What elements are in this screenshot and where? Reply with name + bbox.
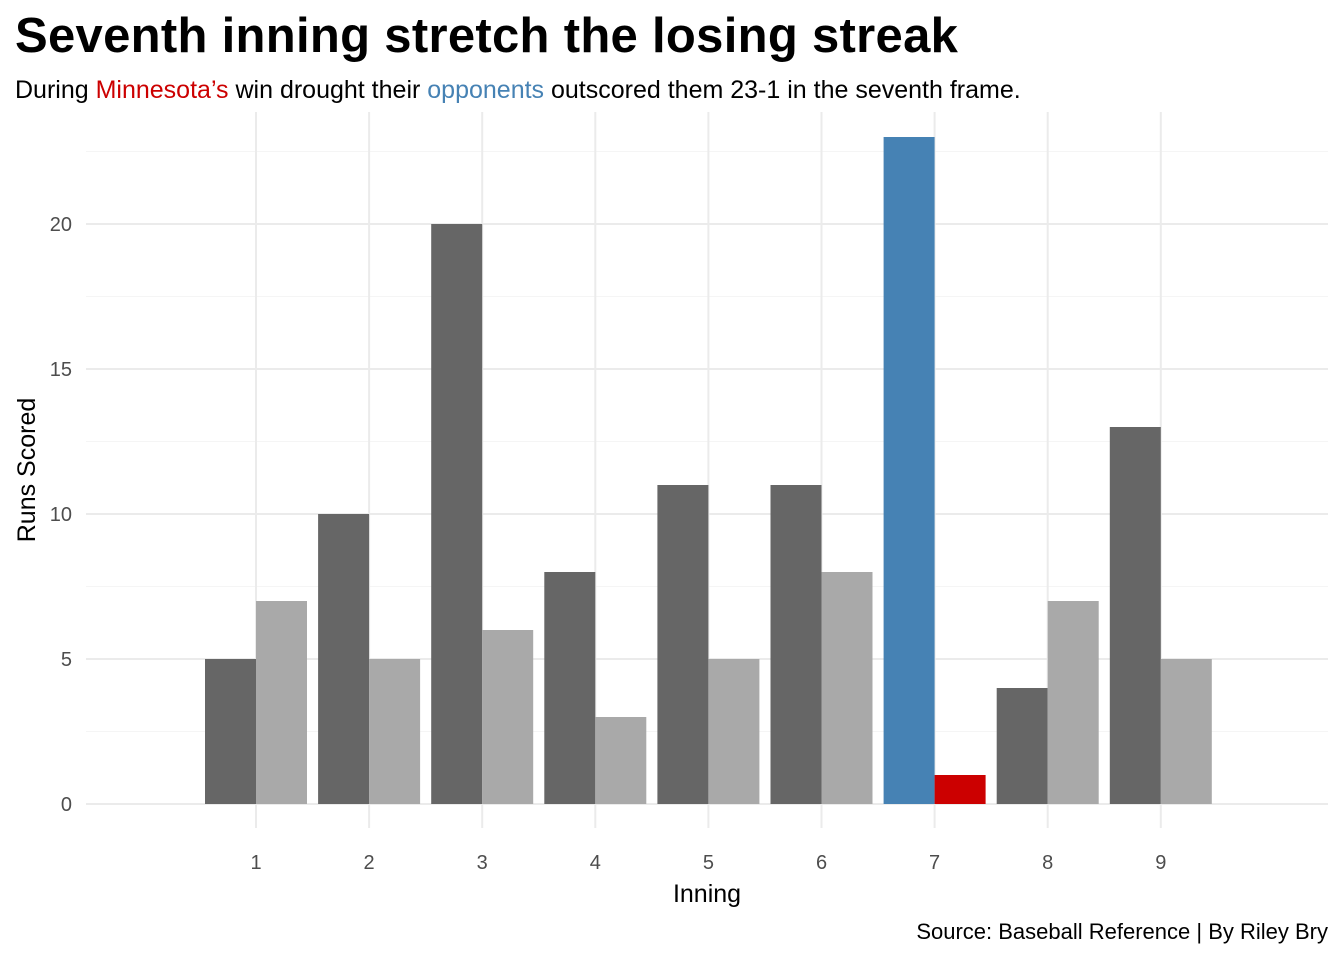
x-tick-label: 6 — [816, 852, 827, 874]
x-tick-label: 1 — [250, 852, 261, 874]
bar-minnesota-inning-9 — [1160, 659, 1212, 804]
y-tick-label: 5 — [61, 649, 72, 671]
bar-minnesota-inning-6 — [821, 572, 873, 804]
bar-opponents-inning-2 — [318, 514, 370, 804]
subtitle-part-2: win drought their — [228, 76, 428, 104]
subtitle-team: Minnesota’s — [95, 76, 229, 104]
bar-opponents-inning-7 — [883, 137, 935, 804]
x-tick-label: 2 — [364, 852, 375, 874]
bar-minnesota-inning-1 — [256, 601, 307, 804]
bar-opponents-inning-4 — [544, 572, 596, 804]
y-tick-label: 10 — [50, 504, 72, 526]
x-tick-label: 5 — [703, 852, 714, 874]
bar-minnesota-inning-8 — [1047, 601, 1099, 804]
bar-minnesota-inning-4 — [595, 717, 647, 804]
x-axis-ticks: 1 2 3 4 5 6 7 8 9 — [250, 852, 1166, 874]
bar-opponents-inning-5 — [657, 485, 709, 804]
chart-title: Seventh inning stretch the losing streak — [15, 9, 959, 63]
subtitle-part-3: outscored them 23-1 in the seventh frame… — [544, 76, 1021, 104]
bar-opponents-inning-9 — [1109, 427, 1161, 804]
subtitle-opponents: opponents — [427, 76, 545, 104]
bar-opponents-inning-6 — [770, 485, 822, 804]
subtitle-part-1: During — [15, 76, 96, 104]
bar-minnesota-inning-2 — [369, 659, 421, 804]
bar-minnesota-inning-3 — [482, 630, 534, 804]
y-tick-label: 20 — [50, 214, 72, 236]
bars — [205, 137, 1212, 804]
bar-opponents-inning-3 — [431, 224, 483, 804]
x-tick-label: 8 — [1042, 852, 1053, 874]
y-tick-label: 0 — [61, 794, 72, 816]
x-tick-label: 7 — [929, 852, 940, 874]
bar-minnesota-inning-7 — [934, 775, 986, 804]
x-tick-label: 9 — [1155, 852, 1166, 874]
y-tick-label: 15 — [50, 359, 72, 381]
chart-caption: Source: Baseball Reference | By Riley Br… — [916, 919, 1328, 944]
chart-subtitle: During Minnesota’s win drought their opp… — [15, 76, 1021, 105]
x-axis-title: Inning — [673, 880, 741, 908]
x-tick-label: 4 — [590, 852, 601, 874]
bar-opponents-inning-8 — [996, 688, 1048, 804]
bar-minnesota-inning-5 — [708, 659, 760, 804]
x-tick-label: 3 — [477, 852, 488, 874]
bar-opponents-inning-1 — [205, 659, 256, 804]
y-axis-ticks: 0 5 10 15 20 — [50, 214, 72, 816]
y-axis-title: Runs Scored — [13, 398, 41, 543]
